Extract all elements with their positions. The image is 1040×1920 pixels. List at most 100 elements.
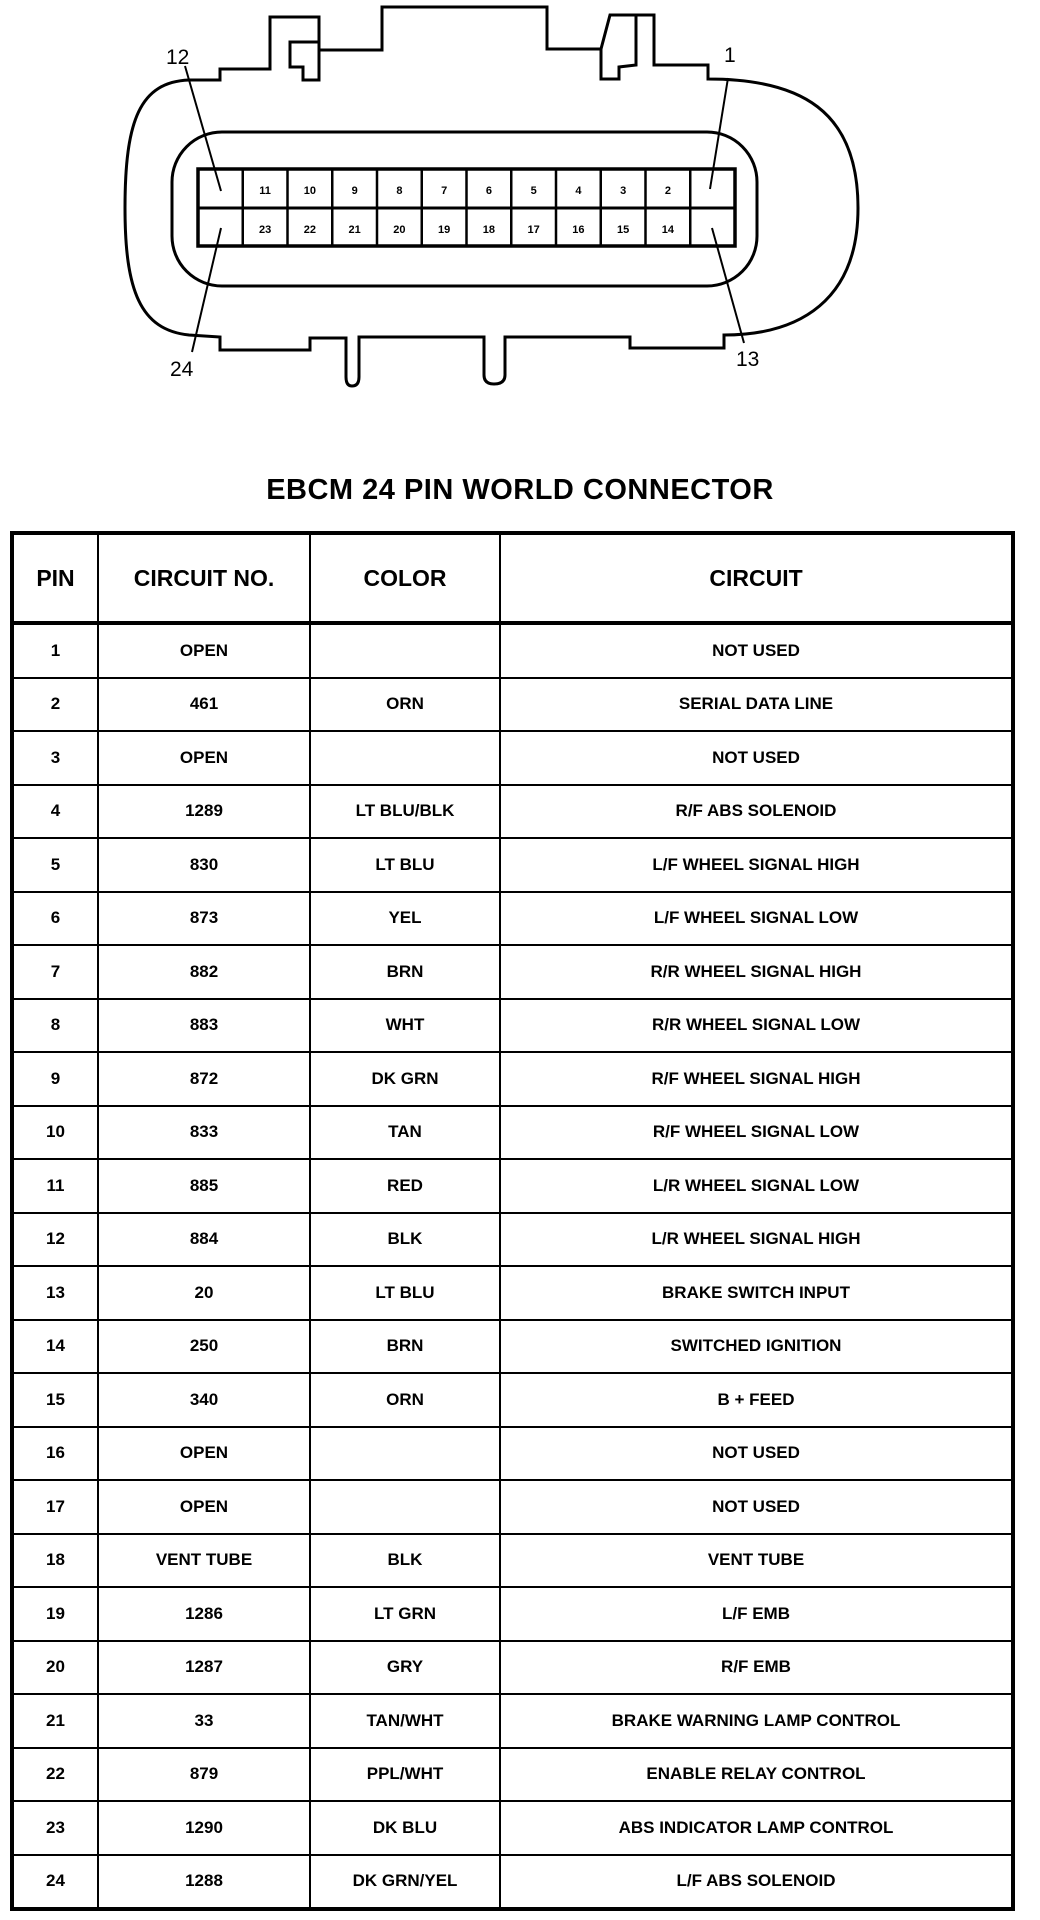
pin-cell: 4 bbox=[11, 783, 99, 839]
table-row: 18 VENT TUBE BLK VENT TUBE bbox=[11, 1532, 1014, 1588]
pin-number: 3 bbox=[620, 185, 626, 197]
pin-cell: 22 bbox=[11, 1746, 99, 1802]
circuit-cell: NOT USED bbox=[499, 730, 1014, 786]
circuit-no-cell: 885 bbox=[97, 1158, 311, 1214]
header-circuit: CIRCUIT bbox=[499, 532, 1014, 624]
circuit-cell: BRAKE SWITCH INPUT bbox=[499, 1265, 1014, 1321]
circuit-no-cell: 833 bbox=[97, 1104, 311, 1160]
color-cell: BLK bbox=[309, 1532, 501, 1588]
pin-cell: 7 bbox=[11, 944, 99, 1000]
color-cell: LT GRN bbox=[309, 1586, 501, 1642]
callout-line-24 bbox=[191, 227, 222, 353]
pin-number: 20 bbox=[393, 224, 405, 236]
table-row: 16 OPEN NOT USED bbox=[11, 1425, 1014, 1481]
color-cell: DK GRN/YEL bbox=[309, 1853, 501, 1910]
pin-number: 9 bbox=[352, 185, 358, 197]
circuit-no-cell: 1290 bbox=[97, 1800, 311, 1856]
table-row: 2 461 ORN SERIAL DATA LINE bbox=[11, 676, 1014, 732]
pin-cell: 13 bbox=[11, 1265, 99, 1321]
color-cell: GRY bbox=[309, 1639, 501, 1695]
table-row: 17 OPEN NOT USED bbox=[11, 1479, 1014, 1535]
pin-cell: 1 bbox=[11, 622, 99, 679]
pin-cell: 19 bbox=[11, 1586, 99, 1642]
pin-number: 11 bbox=[259, 185, 271, 197]
pin-number: 15 bbox=[617, 224, 629, 236]
color-cell: BLK bbox=[309, 1211, 501, 1267]
pin-number: 17 bbox=[528, 224, 540, 236]
circuit-no-cell: 830 bbox=[97, 837, 311, 893]
pin-cell: 24 bbox=[11, 1853, 99, 1910]
pin-number: 16 bbox=[572, 224, 584, 236]
circuit-no-cell: 461 bbox=[97, 676, 311, 732]
header-circuit-no: CIRCUIT NO. bbox=[97, 532, 311, 624]
table-row: 21 33 TAN/WHT BRAKE WARNING LAMP CONTROL bbox=[11, 1693, 1014, 1749]
callout-label-1: 1 bbox=[724, 44, 736, 67]
color-cell: LT BLU/BLK bbox=[309, 783, 501, 839]
table-row: 12 884 BLK L/R WHEEL SIGNAL HIGH bbox=[11, 1211, 1014, 1267]
pin-cell: 3 bbox=[11, 730, 99, 786]
table-row: 5 830 LT BLU L/F WHEEL SIGNAL HIGH bbox=[11, 837, 1014, 893]
pin-cell: 12 bbox=[11, 1211, 99, 1267]
callout-label-12: 12 bbox=[166, 46, 189, 69]
table-row: 3 OPEN NOT USED bbox=[11, 730, 1014, 786]
color-cell: RED bbox=[309, 1158, 501, 1214]
color-cell: WHT bbox=[309, 997, 501, 1053]
pin-cell: 23 bbox=[11, 1800, 99, 1856]
table-row: 10 833 TAN R/F WHEEL SIGNAL LOW bbox=[11, 1104, 1014, 1160]
color-cell: DK GRN bbox=[309, 1051, 501, 1107]
circuit-cell: R/F EMB bbox=[499, 1639, 1014, 1695]
color-cell: DK BLU bbox=[309, 1800, 501, 1856]
pin-number: 2 bbox=[665, 185, 671, 197]
table-row: 7 882 BRN R/R WHEEL SIGNAL HIGH bbox=[11, 944, 1014, 1000]
callout-label-24: 24 bbox=[170, 358, 194, 381]
color-cell: BRN bbox=[309, 944, 501, 1000]
color-cell: LT BLU bbox=[309, 837, 501, 893]
pin-number: 4 bbox=[575, 185, 582, 197]
connector-housing bbox=[123, 5, 860, 388]
color-cell: YEL bbox=[309, 890, 501, 946]
color-cell: LT BLU bbox=[309, 1265, 501, 1321]
circuit-no-cell: 884 bbox=[97, 1211, 311, 1267]
pin-cell: 8 bbox=[11, 997, 99, 1053]
color-cell: BRN bbox=[309, 1318, 501, 1374]
pin-cell: 18 bbox=[11, 1532, 99, 1588]
pin-cell: 10 bbox=[11, 1104, 99, 1160]
table-row: 11 885 RED L/R WHEEL SIGNAL LOW bbox=[11, 1158, 1014, 1214]
pin-number: 5 bbox=[531, 185, 537, 197]
table-row: 9 872 DK GRN R/F WHEEL SIGNAL HIGH bbox=[11, 1051, 1014, 1107]
table-row: 20 1287 GRY R/F EMB bbox=[11, 1639, 1014, 1695]
pin-cell: 2 bbox=[11, 676, 99, 732]
circuit-no-cell: 883 bbox=[97, 997, 311, 1053]
table-row: 13 20 LT BLU BRAKE SWITCH INPUT bbox=[11, 1265, 1014, 1321]
table-row: 23 1290 DK BLU ABS INDICATOR LAMP CONTROL bbox=[11, 1800, 1014, 1856]
color-cell bbox=[309, 1479, 501, 1535]
circuit-no-cell: OPEN bbox=[97, 730, 311, 786]
table-row: 22 879 PPL/WHT ENABLE RELAY CONTROL bbox=[11, 1746, 1014, 1802]
callout-line-12 bbox=[184, 65, 222, 192]
circuit-no-cell: OPEN bbox=[97, 622, 311, 679]
table-row: 4 1289 LT BLU/BLK R/F ABS SOLENOID bbox=[11, 783, 1014, 839]
circuit-cell: L/R WHEEL SIGNAL LOW bbox=[499, 1158, 1014, 1214]
connector-inner-shroud bbox=[170, 130, 759, 288]
circuit-cell: SERIAL DATA LINE bbox=[499, 676, 1014, 732]
circuit-cell: NOT USED bbox=[499, 1479, 1014, 1535]
pin-number: 6 bbox=[486, 185, 492, 197]
circuit-cell: NOT USED bbox=[499, 622, 1014, 679]
circuit-cell: NOT USED bbox=[499, 1425, 1014, 1481]
color-cell bbox=[309, 622, 501, 679]
circuit-cell: R/R WHEEL SIGNAL LOW bbox=[499, 997, 1014, 1053]
circuit-no-cell: 882 bbox=[97, 944, 311, 1000]
pin-cell: 15 bbox=[11, 1372, 99, 1428]
table-row: 24 1288 DK GRN/YEL L/F ABS SOLENOID bbox=[11, 1853, 1014, 1910]
circuit-no-cell: OPEN bbox=[97, 1425, 311, 1481]
table-row: 1 OPEN NOT USED bbox=[11, 622, 1014, 679]
circuit-no-cell: OPEN bbox=[97, 1479, 311, 1535]
circuit-cell: R/F ABS SOLENOID bbox=[499, 783, 1014, 839]
circuit-cell: ENABLE RELAY CONTROL bbox=[499, 1746, 1014, 1802]
circuit-cell: L/F WHEEL SIGNAL HIGH bbox=[499, 837, 1014, 893]
circuit-no-cell: 1289 bbox=[97, 783, 311, 839]
pin-cell: 14 bbox=[11, 1318, 99, 1374]
left-latch bbox=[288, 40, 321, 82]
circuit-cell: BRAKE WARNING LAMP CONTROL bbox=[499, 1693, 1014, 1749]
pin-number: 8 bbox=[396, 185, 402, 197]
